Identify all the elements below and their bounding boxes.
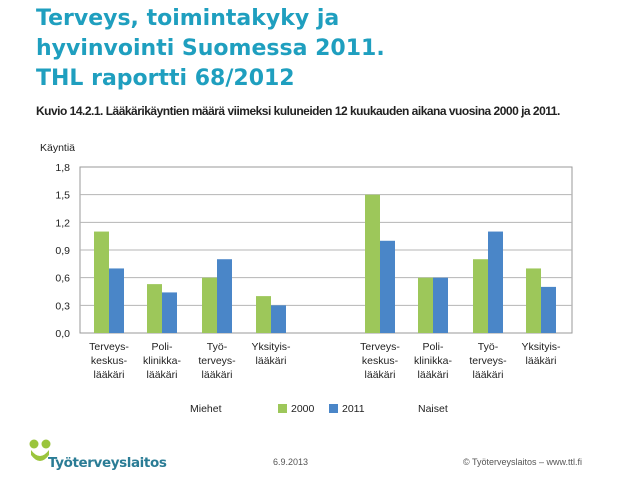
x-tick-label-line: lääkäri [365, 369, 396, 381]
x-tick-label-line: Poli- [422, 341, 444, 353]
bar-naiset-2011 [488, 231, 503, 333]
x-tick-label: Poli-klinikka-lääkäri [414, 341, 452, 381]
logo-text: Työterveyslaitos [48, 455, 167, 471]
slide-title-line-2: hyvinvointi Suomessa 2011. [36, 36, 385, 61]
legend-swatch-2011 [329, 404, 338, 413]
bar-miehet-2011 [217, 259, 232, 333]
tyoterveyslaitos-logo: Työterveyslaitos [28, 436, 178, 472]
y-tick-label: 0,0 [55, 328, 70, 340]
logo-mark-dot-left [29, 439, 39, 449]
x-tick-label-line: lääkäri [202, 369, 233, 381]
bar-naiset-2000 [418, 277, 433, 333]
bar-naiset-2000 [473, 259, 488, 333]
bar-miehet-2000 [202, 277, 217, 333]
bar-chart: 0,0 0,3 0,6 0,9 1,2 1,5 1,8 Käyntiä Terveys-kesk… [40, 142, 573, 415]
x-tick-label-line: lääkäri [94, 369, 125, 381]
x-tick-label-line: klinikka- [143, 355, 181, 367]
bar-naiset-2011 [433, 277, 448, 333]
x-tick-label-line: lääkäri [526, 355, 557, 367]
bar-miehet-2011 [271, 305, 286, 333]
bar-miehet-2011 [109, 268, 124, 333]
group-label-miehet: Miehet [190, 403, 222, 415]
figure-caption: Kuvio 14.2.1. Lääkärikäyntien määrä viim… [36, 104, 560, 118]
x-tick-label-line: Yksityis- [521, 341, 561, 353]
x-tick-label-line: terveys- [469, 355, 507, 367]
y-axis-label: Käyntiä [40, 142, 75, 154]
x-tick-label-line: terveys- [198, 355, 236, 367]
legend-swatch-2000 [278, 404, 287, 413]
bar-miehet-2000 [94, 231, 109, 333]
slide-title: Terveys, toimintakyky ja hyvinvointi Suo… [36, 4, 596, 94]
bar-naiset-2000 [526, 268, 541, 333]
x-tick-label-line: keskus- [91, 355, 128, 367]
x-tick-label: Työ-terveys-lääkäri [198, 341, 236, 381]
x-tick-label-line: Terveys- [360, 341, 400, 353]
bar-miehet-2000 [147, 284, 162, 333]
legend-label-2000: 2000 [291, 403, 315, 415]
bar-naiset-2011 [380, 240, 395, 333]
logo-mark-dot-right [41, 439, 51, 449]
y-tick-label: 0,6 [55, 273, 70, 285]
y-tick-label: 1,2 [55, 217, 70, 229]
x-tick-label-line: Poli- [151, 341, 173, 353]
y-tick-label: 1,8 [55, 162, 70, 174]
x-tick-label: Terveys-keskus-lääkäri [360, 341, 400, 381]
y-tick-label: 0,9 [55, 245, 70, 257]
bar-miehet-2011 [162, 292, 177, 333]
x-tick-label-line: Työ- [478, 341, 499, 353]
y-tick-label: 1,5 [55, 190, 70, 202]
y-tick-label: 0,3 [55, 300, 70, 312]
slide-title-line-3: THL raportti 68/2012 [36, 66, 295, 91]
x-tick-label-line: Työ- [207, 341, 228, 353]
x-tick-label: Yksityis-lääkäri [521, 341, 561, 367]
x-tick-label-line: Yksityis- [251, 341, 291, 353]
x-tick-label-line: lääkäri [473, 369, 504, 381]
x-tick-label-line: lääkäri [418, 369, 449, 381]
x-tick-label: Terveys-keskus-lääkäri [89, 341, 129, 381]
footer-date: 6.9.2013 [273, 457, 309, 467]
footer-copyright: © Työterveyslaitos – www.ttl.fi [463, 457, 583, 467]
x-tick-label: Poli-klinikka-lääkäri [143, 341, 181, 381]
legend-label-2011: 2011 [342, 403, 365, 415]
bar-naiset-2000 [365, 194, 380, 333]
x-tick-label-line: keskus- [362, 355, 399, 367]
x-tick-label-line: Terveys- [89, 341, 129, 353]
bar-naiset-2011 [541, 286, 556, 333]
logo-mark-smile [31, 450, 49, 461]
slide-title-line-1: Terveys, toimintakyky ja [36, 6, 340, 31]
bar-miehet-2000 [256, 296, 271, 333]
x-tick-label: Yksityis-lääkäri [251, 341, 291, 367]
x-tick-label: Työ-terveys-lääkäri [469, 341, 507, 381]
x-tick-label-line: klinikka- [414, 355, 452, 367]
group-label-naiset: Naiset [418, 403, 448, 415]
logo-mark-icon [29, 439, 51, 461]
x-tick-label-line: lääkäri [147, 369, 178, 381]
x-tick-label-line: lääkäri [256, 355, 287, 367]
